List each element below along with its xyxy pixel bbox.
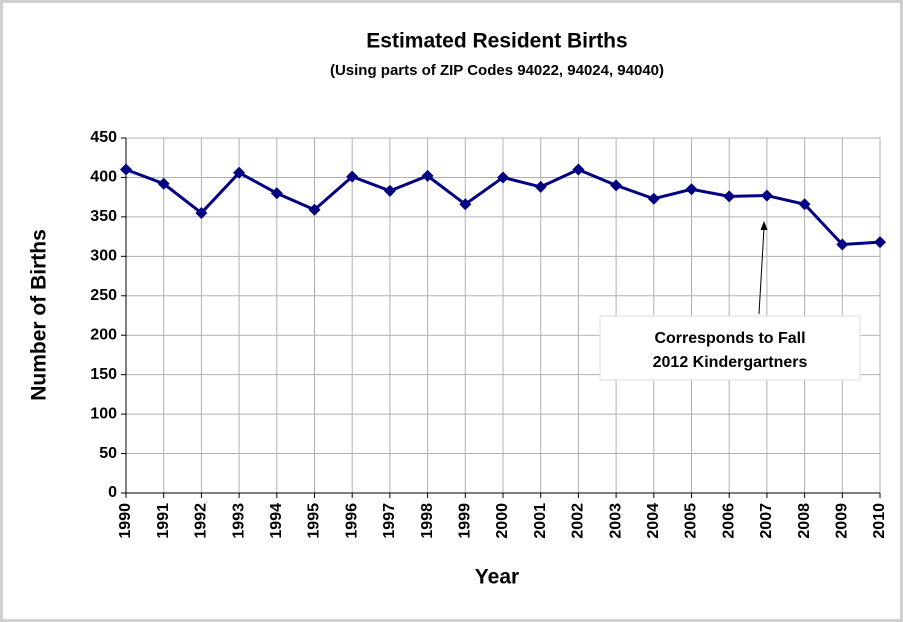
data-point (383, 184, 396, 197)
chart-subtitle: (Using parts of ZIP Codes 94022, 94024, … (330, 62, 664, 79)
x-tick-label: 2005 (683, 503, 700, 539)
x-tick-label: 2004 (645, 503, 662, 539)
chart-title: Estimated Resident Births (366, 30, 627, 53)
data-point (798, 198, 811, 211)
x-tick-label: 1993 (230, 503, 247, 539)
x-tick-label: 1997 (381, 503, 398, 539)
x-tick-label: 1991 (155, 503, 172, 539)
data-point (459, 198, 472, 211)
data-point (534, 180, 547, 193)
annotation-arrow (758, 227, 765, 315)
x-axis-label: Year (475, 566, 519, 589)
x-tick-label: 2006 (720, 503, 737, 539)
x-tick-label: 1998 (419, 503, 436, 539)
x-tick-label: 2008 (796, 503, 813, 539)
annotation-text: Corresponds to Fall (654, 330, 805, 347)
data-point (157, 177, 170, 190)
data-point (308, 203, 321, 216)
data-point (572, 163, 585, 176)
y-tick-label: 50 (99, 445, 117, 462)
data-point (760, 189, 773, 202)
data-point (346, 170, 359, 183)
y-tick-label: 250 (90, 287, 117, 304)
x-tick-label: 1999 (457, 503, 474, 539)
x-tick-label: 2001 (532, 503, 549, 539)
data-point (836, 238, 849, 251)
data-point (723, 190, 736, 203)
y-tick-label: 150 (90, 366, 117, 383)
x-tick-label: 2010 (871, 503, 888, 539)
data-point (270, 187, 283, 200)
x-tick-label: 2000 (494, 503, 511, 539)
x-tick-label: 1996 (343, 503, 360, 539)
y-tick-label: 400 (90, 169, 117, 186)
data-point (120, 163, 132, 176)
y-tick-label: 0 (108, 484, 117, 501)
x-tick-label: 2003 (607, 503, 624, 539)
data-point (874, 236, 886, 249)
x-tick-label: 1995 (306, 503, 323, 539)
data-point (233, 166, 246, 179)
y-tick-label: 100 (90, 405, 117, 422)
y-tick-label: 350 (90, 208, 117, 225)
x-tick-label: 2007 (758, 503, 775, 539)
x-tick-label: 1994 (268, 503, 285, 539)
y-tick-label: 450 (90, 129, 117, 146)
y-tick-label: 300 (90, 248, 117, 265)
x-tick-label: 1992 (193, 503, 210, 539)
x-tick-label: 1990 (117, 503, 134, 539)
annotation-text: 2012 Kindergartners (653, 354, 808, 371)
annotation-arrowhead (760, 221, 768, 230)
data-point (421, 169, 434, 182)
data-point (610, 179, 623, 192)
data-point (195, 206, 208, 219)
data-point (685, 183, 698, 196)
data-point (497, 171, 509, 184)
y-axis-label: Number of Births (28, 229, 51, 401)
annotation-box (599, 315, 861, 381)
y-tick-label: 200 (90, 326, 117, 343)
x-tick-label: 2002 (570, 503, 587, 539)
x-tick-label: 2009 (834, 503, 851, 539)
data-point (647, 192, 660, 205)
